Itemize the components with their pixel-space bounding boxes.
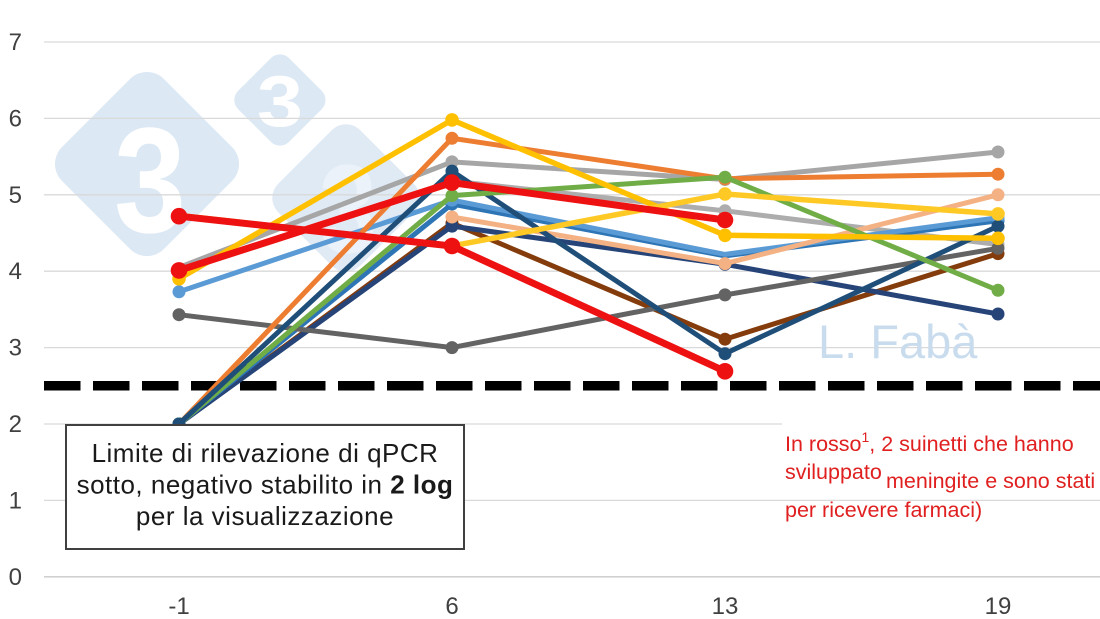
- svg-text:3: 3: [114, 96, 186, 264]
- svg-text:1: 1: [9, 487, 22, 514]
- svg-text:-1: -1: [168, 593, 189, 619]
- svg-text:2: 2: [9, 411, 22, 438]
- svg-text:sviluppato: sviluppato: [785, 460, 882, 484]
- svg-text:L. Fabà: L. Fabà: [818, 315, 978, 368]
- svg-text:19: 19: [985, 593, 1012, 619]
- svg-text:3: 3: [257, 62, 303, 142]
- svg-text:5: 5: [9, 182, 22, 209]
- svg-text:13: 13: [712, 593, 739, 619]
- svg-text:6: 6: [9, 105, 22, 132]
- svg-text:per la visualizzazione: per la visualizzazione: [136, 501, 394, 531]
- svg-text:meningite e sono stati trattat: meningite e sono stati trattati: [886, 469, 1100, 493]
- svg-text:In rosso1, 2 suinetti che hann: In rosso1, 2 suinetti che hanno: [785, 429, 1074, 456]
- svg-text:7: 7: [9, 29, 22, 56]
- svg-text:3: 3: [9, 335, 22, 362]
- svg-text:Limite di rilevazione di qPCR: Limite di rilevazione di qPCR: [92, 438, 439, 468]
- svg-text:0: 0: [9, 564, 22, 591]
- svg-text:6: 6: [445, 593, 458, 619]
- svg-text:4: 4: [9, 258, 22, 285]
- svg-text:per ricevere farmaci): per ricevere farmaci): [785, 498, 982, 522]
- svg-text:sotto, negativo stabilito in 2: sotto, negativo stabilito in 2 log: [77, 470, 454, 500]
